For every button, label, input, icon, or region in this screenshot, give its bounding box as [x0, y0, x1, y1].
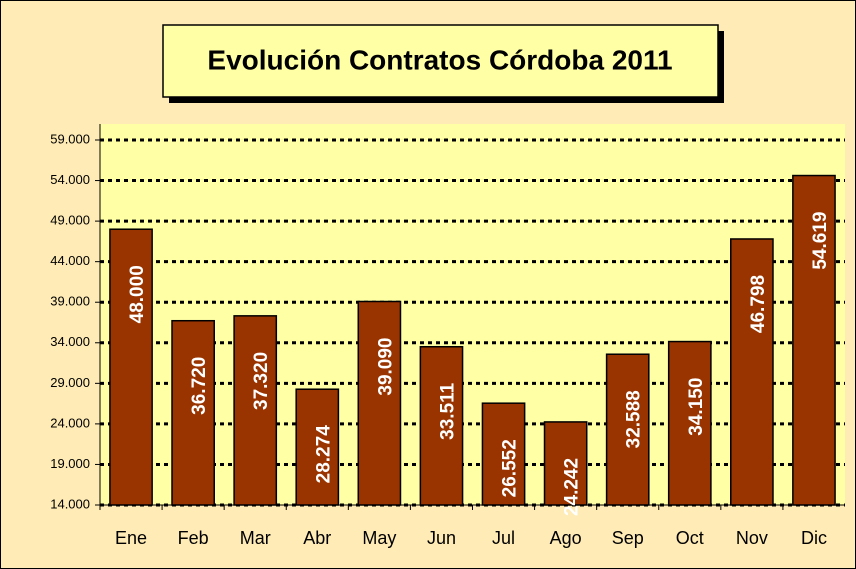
- x-tick-label: Mar: [240, 528, 271, 548]
- y-tick-label: 24.000: [50, 415, 90, 430]
- chart-title: Evolución Contratos Córdoba 2011: [207, 44, 672, 75]
- value-label: 46.798: [748, 275, 769, 333]
- bar: [543, 421, 588, 506]
- bar: [357, 300, 402, 506]
- bar: [481, 402, 526, 506]
- bar: [171, 319, 215, 506]
- x-tick-label: Feb: [178, 528, 209, 548]
- bar: [792, 174, 836, 506]
- y-tick-label: 54.000: [50, 172, 90, 187]
- value-label: 54.619: [810, 212, 831, 270]
- value-label: 34.150: [686, 378, 707, 436]
- bar: [295, 388, 340, 506]
- y-tick-label: 44.000: [50, 253, 90, 268]
- y-tick-label: 39.000: [50, 294, 90, 309]
- x-tick-label: Dic: [801, 528, 827, 548]
- x-tick-label: Nov: [736, 528, 768, 548]
- x-tick-label: Ene: [115, 528, 147, 548]
- plot-area: [100, 124, 845, 505]
- value-label: 37.320: [251, 352, 272, 410]
- value-label: 32.588: [624, 390, 645, 448]
- value-label: 39.090: [375, 337, 396, 395]
- bar: [233, 315, 278, 506]
- bar: [667, 340, 712, 506]
- value-label: 28.274: [313, 425, 334, 484]
- value-label: 48.000: [127, 265, 148, 323]
- title-box: [162, 24, 719, 98]
- y-tick-label: 34.000: [50, 334, 90, 349]
- x-tick-label: Sep: [612, 528, 644, 548]
- y-tick-label: 29.000: [50, 375, 90, 390]
- x-tick-label: Ago: [550, 528, 582, 548]
- x-tick-label: Jun: [427, 528, 456, 548]
- y-tick-label: 49.000: [50, 213, 90, 228]
- y-tick-label: 59.000: [50, 131, 90, 146]
- value-label: 33.511: [437, 382, 458, 439]
- x-tick-label: May: [362, 528, 396, 548]
- bar: [605, 353, 650, 506]
- x-tick-label: Oct: [676, 528, 704, 548]
- y-tick-label: 14.000: [50, 496, 90, 511]
- value-label: 36.720: [189, 357, 210, 415]
- y-tick-label: 19.000: [50, 456, 90, 471]
- bar: [419, 345, 464, 506]
- bar: [109, 228, 153, 506]
- bar: [730, 238, 774, 506]
- x-tick-label: Abr: [303, 528, 331, 548]
- value-label: 26.552: [500, 439, 521, 497]
- x-tick-label: Jul: [492, 528, 515, 548]
- value-label: 24.242: [562, 458, 583, 516]
